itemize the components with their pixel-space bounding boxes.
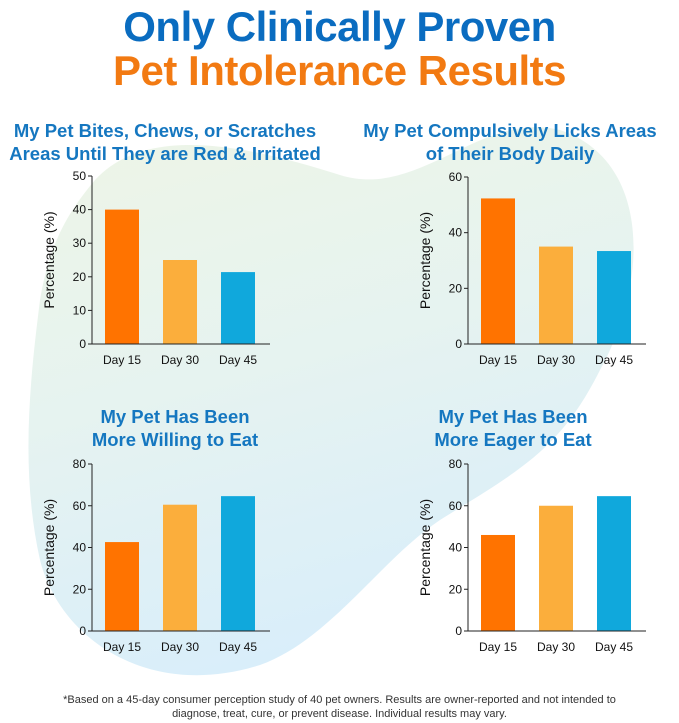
- chart4-y-tick-label: 20: [449, 582, 463, 596]
- chart1-x-tick-label: Day 15: [103, 353, 141, 367]
- chart4-y-tick-label: 40: [449, 541, 463, 555]
- chart1-bar-3: [221, 272, 255, 344]
- chart1-y-tick-label: 20: [73, 270, 87, 284]
- headline-line1: Only Clinically Proven: [123, 3, 556, 50]
- chart4-bar-3: [597, 496, 631, 631]
- footnote: *Based on a 45-day consumer perception s…: [0, 693, 679, 721]
- chart2-y-tick-label: 0: [455, 337, 462, 351]
- chart1-bar-2: [163, 260, 197, 344]
- chart2-x-tick-label: Day 45: [595, 353, 633, 367]
- chart4-x-tick-label: Day 15: [479, 640, 517, 654]
- chart2-y-axis-label: Percentage (%): [417, 212, 433, 309]
- chart3-y-axis-label: Percentage (%): [41, 499, 57, 596]
- chart3-x-tick-label: Day 15: [103, 640, 141, 654]
- chart3-y-tick-label: 60: [73, 499, 87, 513]
- chart1-y-axis-label: Percentage (%): [41, 211, 57, 308]
- chart2-x-tick-label: Day 30: [537, 353, 575, 367]
- chart2-title-line1: My Pet Compulsively Licks Areas: [363, 120, 657, 141]
- chart1-y-tick-label: 30: [73, 236, 87, 250]
- chart1-title-line2: Areas Until They are Red & Irritated: [9, 143, 321, 164]
- chart2-x-tick-label: Day 15: [479, 353, 517, 367]
- chart4-title: My Pet Has Been More Eager to Eat: [378, 405, 648, 451]
- chart3-x-tick-label: Day 45: [219, 640, 257, 654]
- chart2-bar-1: [481, 198, 515, 344]
- chart3-title: My Pet Has Been More Willing to Eat: [5, 405, 345, 451]
- chart4-y-tick-label: 0: [455, 624, 462, 638]
- chart4-y-axis-label: Percentage (%): [417, 499, 433, 596]
- chart1-y-tick-label: 50: [73, 169, 87, 183]
- footnote-line1: *Based on a 45-day consumer perception s…: [63, 694, 616, 706]
- chart3-title-line1: My Pet Has Been: [100, 406, 250, 427]
- chart4-bar-2: [539, 505, 573, 631]
- chart1-x-tick-label: Day 45: [219, 353, 257, 367]
- chart2-title: My Pet Compulsively Licks Areas of Their…: [340, 119, 679, 165]
- headline-line2: Pet Intolerance Results: [113, 47, 566, 94]
- chart3-x-tick-label: Day 30: [161, 640, 199, 654]
- chart4-x-tick-label: Day 45: [595, 640, 633, 654]
- chart4-y-tick-label: 80: [449, 457, 463, 471]
- chart4-x-tick-label: Day 30: [537, 640, 575, 654]
- chart4-title-line1: My Pet Has Been: [438, 406, 588, 427]
- chart3-y-tick-label: 20: [73, 582, 87, 596]
- chart1-title: My Pet Bites, Chews, or Scratches Areas …: [0, 119, 335, 165]
- chart1-y-tick-label: 40: [73, 203, 87, 217]
- chart2-y-tick-label: 20: [449, 281, 463, 295]
- chart2-bar-2: [539, 246, 573, 344]
- chart3-bar-3: [221, 496, 255, 631]
- chart1-x-tick-label: Day 30: [161, 353, 199, 367]
- chart4-bar-1: [481, 534, 515, 631]
- chart3-bar-1: [105, 542, 139, 631]
- footnote-line2: diagnose, treat, cure, or prevent diseas…: [172, 708, 507, 720]
- chart2-bar-3: [597, 251, 631, 344]
- chart4-title-line2: More Eager to Eat: [434, 429, 592, 450]
- chart1-y-tick-label: 10: [73, 303, 87, 317]
- chart3-y-tick-label: 0: [79, 624, 86, 638]
- chart1-y-tick-label: 0: [79, 337, 86, 351]
- chart1-title-line1: My Pet Bites, Chews, or Scratches: [13, 120, 317, 141]
- chart4-y-tick-label: 60: [449, 499, 463, 513]
- chart2-title-line2: of Their Body Daily: [425, 143, 595, 164]
- chart2-y-tick-label: 60: [449, 170, 463, 184]
- chart2-y-tick-label: 40: [449, 226, 463, 240]
- chart3-bar-2: [163, 504, 197, 631]
- chart3-y-tick-label: 80: [73, 457, 87, 471]
- chart3-y-tick-label: 40: [73, 541, 87, 555]
- chart1-bar-1: [105, 209, 139, 344]
- chart3-title-line2: More Willing to Eat: [91, 429, 259, 450]
